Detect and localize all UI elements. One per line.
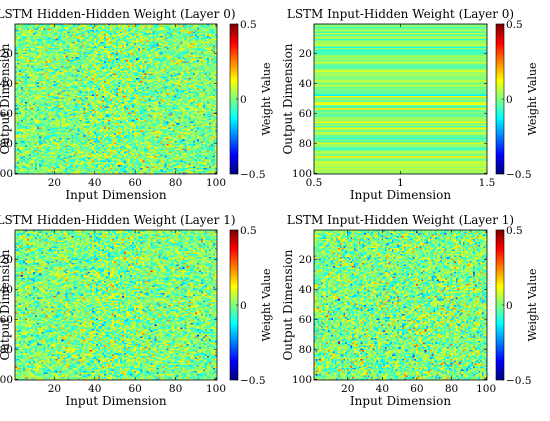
y-tick-label: 80 bbox=[299, 344, 312, 356]
heatmap-image bbox=[15, 230, 217, 380]
y-axis-label: Output Dimension bbox=[281, 249, 295, 360]
colorbar-gradient bbox=[230, 230, 238, 380]
chart-title: LSTM Input-Hidden Weight (Layer 0) bbox=[287, 7, 514, 21]
y-tick-label: 100 bbox=[292, 374, 312, 386]
colorbar-gradient bbox=[496, 230, 504, 380]
colorbar-tick-label: 0 bbox=[240, 300, 247, 312]
chart-title: LSTM Hidden-Hidden Weight (Layer 1) bbox=[0, 213, 236, 227]
y-tick-label: 40 bbox=[299, 284, 312, 296]
colorbar-tick-label: −0.5 bbox=[506, 375, 532, 387]
x-tick-label: 80 bbox=[445, 383, 458, 395]
x-tick-label: 40 bbox=[88, 177, 101, 189]
y-tick-label: 40 bbox=[0, 78, 13, 90]
y-tick-label: 60 bbox=[299, 108, 312, 120]
x-axis-label: Input Dimension bbox=[350, 394, 451, 408]
x-tick-label: 20 bbox=[48, 177, 61, 189]
x-tick-label: 80 bbox=[169, 383, 182, 395]
x-tick-label: 40 bbox=[376, 383, 389, 395]
chart-panel-1: 0.5 1 1.5 20 40 60 80 100 LSTM Input-Hidden Weig… bbox=[281, 7, 539, 202]
colorbar-tick-label: 0.5 bbox=[506, 19, 523, 31]
colorbar-tick-label: 0.5 bbox=[240, 225, 257, 237]
y-tick-label: 80 bbox=[299, 138, 312, 150]
colorbar-tick-label: −0.5 bbox=[240, 375, 266, 387]
chart-panel-0: 20 40 60 80 100 20 40 60 80 100 LSTM Hidden-Hidden… bbox=[0, 7, 273, 202]
chart-panel-3: 20 40 60 80 100 20 40 60 80 100 LSTM Input-Hidden … bbox=[281, 213, 539, 408]
x-tick-label: 80 bbox=[169, 177, 182, 189]
y-axis-label: Output Dimension bbox=[0, 249, 12, 360]
y-tick-label: 20 bbox=[0, 48, 13, 60]
axes-frame bbox=[313, 229, 488, 381]
y-tick-label: 80 bbox=[0, 138, 13, 150]
y-tick-label: 100 bbox=[0, 168, 13, 180]
y-tick-label: 60 bbox=[0, 108, 13, 120]
y-tick-label: 60 bbox=[299, 314, 312, 326]
x-tick-label: 60 bbox=[410, 383, 423, 395]
colorbar-label: Weight Value bbox=[526, 62, 539, 135]
colorbar-gradient bbox=[230, 24, 238, 174]
x-tick-label: 100 bbox=[206, 383, 226, 395]
x-axis-label: Input Dimension bbox=[65, 188, 166, 202]
y-tick-label: 40 bbox=[299, 78, 312, 90]
colorbar-label: Weight Value bbox=[526, 268, 539, 341]
colorbar-tick-label: 0 bbox=[506, 94, 513, 106]
colorbar-tick-label: 0.5 bbox=[506, 225, 523, 237]
y-tick-label: 20 bbox=[299, 48, 312, 60]
y-axis-label: Output Dimension bbox=[281, 43, 295, 154]
colorbar-tick-label: 0 bbox=[240, 94, 247, 106]
x-tick-label: 0.5 bbox=[306, 177, 323, 189]
colorbar-tick-label: 0.5 bbox=[240, 19, 257, 31]
x-tick-label: 20 bbox=[341, 383, 354, 395]
x-tick-label: 1.5 bbox=[479, 177, 496, 189]
chart-panel-2: 20 40 60 80 100 20 40 60 80 100 LSTM Hidden-Hidden… bbox=[0, 213, 273, 408]
y-tick-label: 80 bbox=[0, 344, 13, 356]
heatmap-image bbox=[15, 24, 217, 174]
colorbar-label: Weight Value bbox=[260, 62, 273, 135]
x-axis-label: Input Dimension bbox=[350, 188, 451, 202]
colorbar-tick-label: −0.5 bbox=[240, 169, 266, 181]
chart-title: LSTM Input-Hidden Weight (Layer 1) bbox=[287, 213, 514, 227]
x-tick-label: 20 bbox=[48, 383, 61, 395]
y-tick-label: 20 bbox=[0, 254, 13, 266]
heatmap-image bbox=[314, 24, 487, 174]
colorbar-label: Weight Value bbox=[260, 268, 273, 341]
y-tick-label: 20 bbox=[299, 254, 312, 266]
x-tick-label: 100 bbox=[206, 177, 226, 189]
axes-frame bbox=[14, 23, 218, 175]
x-tick-label: 100 bbox=[476, 383, 496, 395]
chart-title: LSTM Hidden-Hidden Weight (Layer 0) bbox=[0, 7, 236, 21]
y-tick-label: 60 bbox=[0, 314, 13, 326]
y-axis-label: Output Dimension bbox=[0, 43, 12, 154]
y-tick-label: 40 bbox=[0, 284, 13, 296]
axes-frame bbox=[14, 229, 218, 381]
colorbar-tick-label: 0 bbox=[506, 300, 513, 312]
heatmap-image bbox=[314, 230, 487, 380]
x-tick-label: 60 bbox=[129, 383, 142, 395]
colorbar-tick-label: −0.5 bbox=[506, 169, 532, 181]
x-axis-label: Input Dimension bbox=[65, 394, 166, 408]
colorbar-gradient bbox=[496, 24, 504, 174]
x-tick-label: 60 bbox=[129, 177, 142, 189]
y-tick-label: 100 bbox=[0, 374, 13, 386]
x-tick-label: 1 bbox=[397, 177, 404, 189]
y-tick-label: 100 bbox=[292, 168, 312, 180]
x-tick-label: 40 bbox=[88, 383, 101, 395]
